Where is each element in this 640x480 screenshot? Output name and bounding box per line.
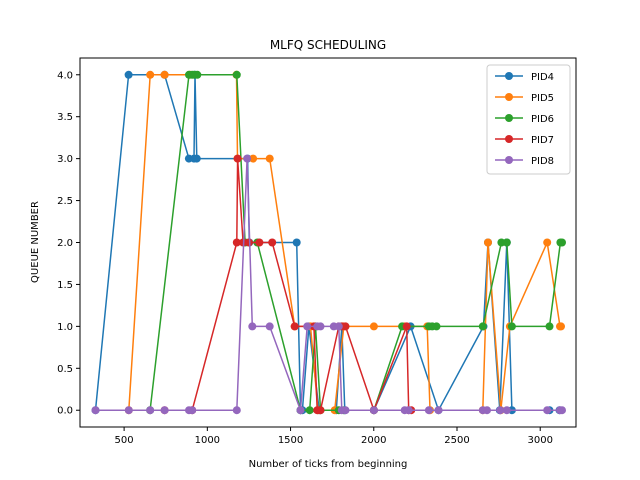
legend-marker-pid8 — [505, 156, 513, 164]
data-point-pid4 — [124, 70, 133, 79]
y-tick-label: 2.0 — [57, 238, 73, 249]
data-point-pid8 — [424, 406, 433, 415]
data-point-pid8 — [243, 154, 252, 163]
data-point-pid5 — [249, 154, 258, 163]
data-point-pid7 — [290, 322, 299, 331]
data-point-pid6 — [478, 322, 487, 331]
data-point-pid5 — [265, 154, 274, 163]
data-point-pid7 — [255, 238, 264, 247]
data-point-pid8 — [303, 322, 312, 331]
legend-box — [486, 64, 571, 175]
chart-title: MLFQ SCHEDULING — [270, 38, 386, 52]
data-point-pid6 — [545, 322, 554, 331]
data-point-pid6 — [193, 70, 202, 79]
data-point-pid7 — [341, 322, 350, 331]
x-axis-label: Number of ticks from beginning — [249, 459, 408, 470]
y-tick-label: 1.5 — [57, 280, 73, 291]
data-point-pid5 — [484, 238, 492, 247]
y-tick-label: 3.5 — [57, 112, 73, 123]
plot-area — [91, 70, 566, 415]
y-tick-label: 0.5 — [57, 364, 73, 375]
legend-marker-pid5 — [505, 93, 513, 101]
data-point-pid7 — [268, 238, 277, 247]
data-point-pid8 — [124, 406, 133, 415]
data-point-pid5 — [146, 70, 155, 79]
legend-label-pid7: PID7 — [531, 135, 554, 146]
legend-marker-pid7 — [505, 135, 513, 143]
data-point-pid6 — [507, 322, 516, 331]
legend-label-pid8: PID8 — [531, 156, 554, 167]
x-tick-label: 1500 — [278, 435, 303, 446]
data-point-pid8 — [334, 322, 343, 331]
data-point-pid8 — [404, 406, 413, 415]
x-tick-label: 3000 — [527, 435, 552, 446]
y-tick-label: 1.0 — [57, 322, 73, 333]
legend: PID4 PID5 PID6 PID7 PID8 — [486, 64, 571, 175]
axes: 500 1000 1500 2000 2500 3000 0.0 0.5 1.0 1.5 2.0 2.… — [57, 70, 553, 446]
data-point-pid8 — [91, 406, 100, 415]
y-axis-label: QUEUE NUMBER — [30, 201, 41, 283]
data-point-pid8 — [369, 406, 378, 415]
axes-frame — [79, 57, 577, 428]
data-point-pid5 — [557, 322, 565, 331]
data-point-pid8 — [502, 406, 511, 415]
data-point-pid8 — [265, 322, 274, 331]
legend-marker-pid4 — [505, 72, 513, 80]
x-tick-label: 500 — [115, 435, 134, 446]
data-point-pid4 — [192, 154, 201, 163]
data-point-pid8 — [248, 322, 257, 331]
legend-marker-pid6 — [505, 114, 513, 122]
data-point-pid8 — [146, 406, 155, 415]
data-point-pid7 — [316, 406, 325, 415]
data-point-pid5 — [160, 70, 169, 79]
y-tick-label: 2.5 — [57, 196, 73, 207]
x-tick-label: 1000 — [195, 435, 220, 446]
legend-label-pid4: PID4 — [531, 72, 554, 83]
data-point-pid6 — [502, 238, 511, 247]
legend-label-pid6: PID6 — [531, 114, 554, 125]
data-point-pid7 — [233, 154, 242, 163]
series-pid8 — [91, 154, 566, 415]
y-tick-label: 0.0 — [57, 406, 73, 417]
legend-label-pid5: PID5 — [531, 93, 554, 104]
x-tick-label: 2000 — [361, 435, 386, 446]
data-point-pid8 — [160, 406, 169, 415]
data-point-pid8 — [483, 406, 491, 415]
data-point-pid6 — [232, 70, 241, 79]
x-tick-label: 2500 — [444, 435, 469, 446]
data-point-pid5 — [543, 238, 552, 247]
data-point-pid6 — [305, 406, 314, 415]
data-point-pid5 — [369, 322, 378, 331]
data-point-pid7 — [244, 238, 253, 247]
data-point-pid6 — [558, 238, 566, 247]
data-point-pid8 — [296, 406, 305, 415]
data-point-pid8 — [434, 406, 443, 415]
data-point-pid4 — [292, 238, 301, 247]
y-tick-label: 3.0 — [57, 154, 73, 165]
data-point-pid8 — [316, 322, 325, 331]
data-point-pid7 — [402, 322, 411, 331]
data-point-pid8 — [496, 406, 505, 415]
data-point-pid8 — [188, 406, 197, 415]
data-point-pid8 — [543, 406, 552, 415]
data-point-pid8 — [558, 406, 566, 415]
data-point-pid8 — [341, 406, 350, 415]
data-point-pid6 — [432, 322, 441, 331]
data-point-pid7 — [232, 238, 241, 247]
y-tick-label: 4.0 — [57, 70, 73, 81]
data-point-pid8 — [232, 406, 241, 415]
